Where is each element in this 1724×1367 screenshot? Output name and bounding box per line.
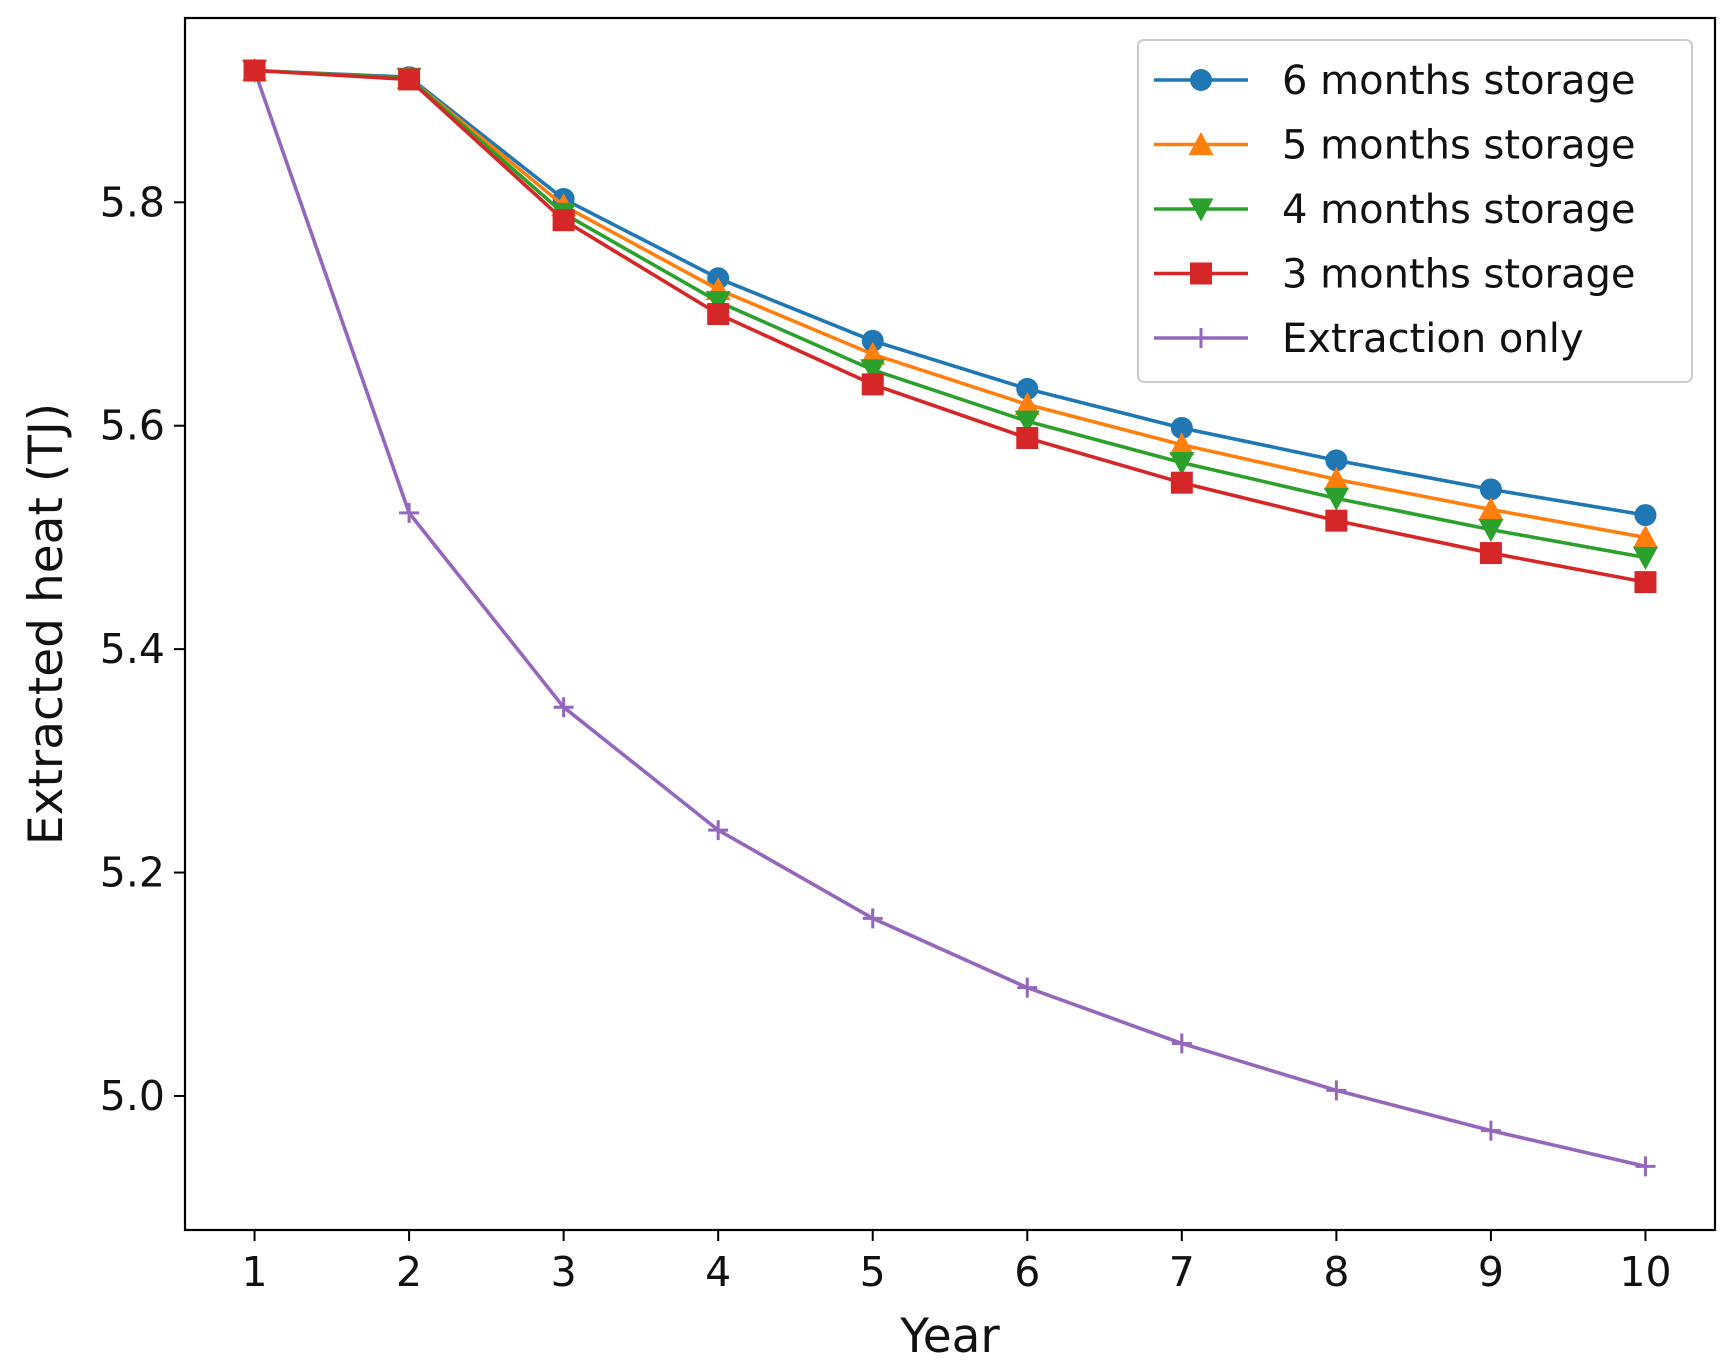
y-tick-label-0: 5.0: [100, 1072, 165, 1120]
y-tick-label-2: 5.4: [100, 625, 165, 673]
data-point-5-months-storage-year-6: [1014, 391, 1040, 416]
data-point-4-months-storage-year-6: [1014, 410, 1040, 434]
y-axis: 5.0 5.2 5.4 5.6 5.8: [100, 178, 185, 1120]
y-tick-label-3: 5.6: [100, 402, 165, 450]
legend-marker-extraction-only: [1191, 328, 1211, 348]
legend-label-5-months-storage: 5 months storage: [1282, 123, 1636, 169]
x-tick-label-2: 2: [396, 1248, 422, 1296]
x-tick-label-8: 8: [1323, 1248, 1349, 1296]
x-axis: 1 2 3 4 5 6 7 8 9 10: [241, 1230, 1672, 1296]
x-tick-label-4: 4: [705, 1248, 731, 1296]
data-point-3-months-storage-year-8: [1325, 509, 1348, 532]
series-line-6-months-storage: [254, 68, 1646, 517]
legend-box: [1137, 39, 1693, 383]
data-point-extraction-only-year-5: [862, 908, 883, 929]
data-point-3-months-storage-year-1: [243, 59, 266, 82]
data-point-3-months-storage-year-5: [861, 373, 884, 396]
legend-marker-4-months-storage: [1188, 198, 1214, 222]
data-point-extraction-only-year-2: [399, 502, 420, 523]
data-point-4-months-storage-year-9: [1478, 518, 1504, 543]
legend-label-3-months-storage: 3 months storage: [1282, 252, 1636, 298]
data-point-3-months-storage-year-3: [552, 209, 575, 232]
data-point-extraction-only-year-10: [1635, 1156, 1656, 1177]
y-tick-label-4: 5.8: [100, 178, 165, 226]
legend-item-6-months-storage: 6 months storage: [1154, 58, 1636, 104]
series-line-4-months-storage: [254, 68, 1646, 560]
plot-frame: [183, 16, 1717, 1232]
legend-item-4-months-storage: 4 months storage: [1154, 187, 1636, 233]
y-axis-title: Extracted heat (TJ): [19, 403, 74, 845]
series-3-months-storage: [243, 59, 1657, 594]
data-point-5-months-storage-year-7: [1169, 432, 1195, 456]
series-line-extraction-only: [252, 69, 1646, 1169]
y-tick-label-1: 5.2: [100, 849, 165, 897]
data-point-3-months-storage-year-4: [707, 303, 730, 326]
legend-label-extraction-only: Extraction only: [1282, 316, 1584, 362]
data-point-5-months-storage-year-9: [1478, 497, 1504, 521]
legend-item-3-months-storage: 3 months storage: [1154, 252, 1636, 298]
data-point-3-months-storage-year-6: [1016, 427, 1039, 450]
data-point-extraction-only-year-4: [708, 820, 729, 841]
legend-label-4-months-storage: 4 months storage: [1282, 187, 1636, 233]
x-tick-label-10: 10: [1619, 1248, 1671, 1296]
data-point-6-months-storage-year-10: [1634, 504, 1657, 527]
data-point-4-months-storage-year-10: [1632, 546, 1658, 571]
data-point-6-months-storage-year-6: [1016, 377, 1039, 400]
data-point-5-months-storage-year-5: [860, 341, 886, 365]
x-axis-title: Year: [899, 1309, 1000, 1364]
data-point-3-months-storage-year-10: [1634, 571, 1657, 594]
series-line-5-months-storage: [254, 68, 1646, 540]
data-point-extraction-only-year-3: [553, 697, 574, 718]
data-point-3-months-storage-year-9: [1479, 542, 1502, 565]
x-tick-label-1: 1: [241, 1248, 267, 1296]
data-point-extraction-only-year-9: [1480, 1120, 1501, 1141]
data-point-6-months-storage-year-7: [1170, 416, 1193, 439]
data-point-5-months-storage-year-10: [1632, 524, 1658, 549]
legend-item-5-months-storage: 5 months storage: [1154, 123, 1636, 169]
x-tick-label-7: 7: [1169, 1248, 1195, 1296]
x-tick-label-9: 9: [1478, 1248, 1504, 1296]
x-tick-label-5: 5: [860, 1248, 886, 1296]
legend-marker-6-months-storage: [1190, 69, 1212, 91]
data-point-4-months-storage-year-7: [1169, 451, 1195, 476]
legend-marker-3-months-storage: [1190, 262, 1212, 285]
legend-marker-5-months-storage: [1188, 132, 1214, 156]
data-point-6-months-storage-year-9: [1479, 478, 1502, 501]
data-point-extraction-only-year-7: [1171, 1033, 1192, 1054]
x-tick-label-3: 3: [551, 1248, 577, 1296]
legend-item-extraction-only: Extraction only: [1154, 316, 1584, 362]
legend: 6 months storage 5 months storage 4 months…: [1137, 39, 1693, 383]
data-point-6-months-storage-year-8: [1325, 449, 1348, 472]
data-point-4-months-storage-year-8: [1323, 487, 1349, 511]
legend-label-6-months-storage: 6 months storage: [1282, 58, 1636, 104]
series-layer: [242, 58, 1658, 1177]
series-4-months-storage: [242, 59, 1658, 571]
data-point-3-months-storage-year-7: [1170, 471, 1193, 494]
x-tick-label-6: 6: [1014, 1248, 1040, 1296]
series-line-3-months-storage: [254, 68, 1646, 584]
data-point-3-months-storage-year-2: [398, 68, 421, 91]
data-point-extraction-only-year-8: [1326, 1080, 1347, 1101]
data-point-5-months-storage-year-8: [1323, 466, 1349, 490]
data-point-4-months-storage-year-4: [705, 291, 731, 315]
data-point-4-months-storage-year-5: [860, 359, 886, 383]
data-point-6-months-storage-year-5: [861, 329, 884, 352]
data-point-extraction-only-year-6: [1017, 977, 1038, 998]
